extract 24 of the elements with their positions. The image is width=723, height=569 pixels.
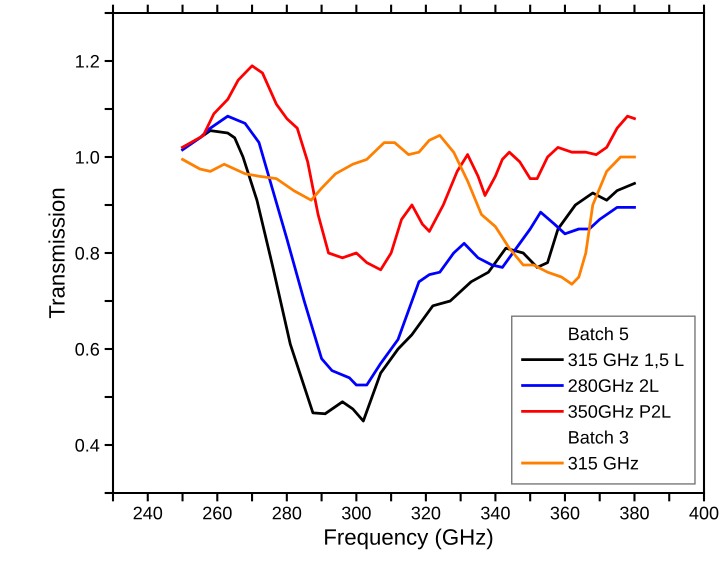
x-tick-label: 260: [203, 506, 232, 520]
x-tick-label: 280: [272, 506, 302, 520]
legend-label: 315 GHz 1,5 L: [568, 353, 684, 368]
legend-label: 280GHz 2L: [568, 379, 658, 392]
x-tick-label: 360: [550, 506, 580, 520]
y-tick-label: 0.6: [75, 342, 100, 356]
x-tick-label: 320: [412, 506, 440, 520]
y-axis-title: Transmission: [48, 188, 65, 318]
legend-label: 350GHz P2L: [568, 405, 670, 418]
annotation: Batch 3: [569, 430, 628, 444]
y-tick-label: 0.4: [75, 438, 100, 452]
x-tick-label: 340: [481, 506, 510, 520]
y-tick-label: 1.2: [76, 54, 99, 68]
x-axis-title: Frequency (GHz): [325, 528, 492, 550]
line-series: [181, 134, 636, 286]
x-tick-label: 400: [689, 506, 718, 520]
x-tick-label: 380: [620, 506, 649, 520]
x-tick-label: 240: [134, 506, 162, 520]
annotation: Batch 5: [569, 327, 628, 340]
x-tick-label: 300: [342, 506, 371, 520]
y-tick-label: 1.0: [76, 150, 100, 164]
line-series: [181, 64, 636, 272]
y-tick-label: 0.8: [75, 246, 100, 260]
legend-label: 315 GHz: [568, 456, 638, 470]
